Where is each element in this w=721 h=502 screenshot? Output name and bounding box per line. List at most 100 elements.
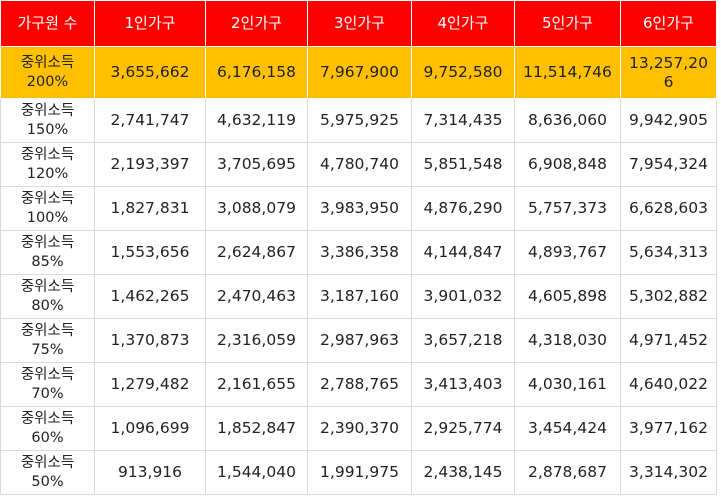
row-label-cell: 중위소득 150% <box>0 98 95 143</box>
row-label-percent: 200% <box>26 73 69 90</box>
row-label-text: 중위소득 <box>20 410 75 427</box>
income-value-cell: 3,413,403 <box>411 362 515 407</box>
income-value-cell: 1,544,040 <box>205 450 308 495</box>
income-value-cell: 3,386,358 <box>307 230 412 275</box>
table-row: 중위소득 50% 913,916 1,544,040 1,991,975 2,438,14… <box>0 450 717 495</box>
table-header: 가구원 수 1인가구 2인가구 3인가구 4인가구 5인가구 6인가구 <box>0 0 717 47</box>
income-value-cell: 6,628,603 <box>620 186 717 231</box>
income-value-cell: 4,640,022 <box>620 362 717 407</box>
income-value-cell: 5,757,373 <box>514 186 621 231</box>
table-row: 중위소득 60% 1,096,699 1,852,847 2,390,370 2,925,… <box>0 406 717 451</box>
income-value-cell: 4,971,452 <box>620 318 717 363</box>
row-label-cell: 중위소득 75% <box>0 318 95 363</box>
table-row: 중위소득 75% 1,370,873 2,316,059 2,987,963 3,657,… <box>0 318 717 363</box>
income-value-cell: 3,901,032 <box>411 274 515 319</box>
row-label-percent: 70% <box>31 385 64 402</box>
income-value-cell: 2,438,145 <box>411 450 515 495</box>
row-label-text: 중위소득 <box>20 190 75 207</box>
income-value-cell: 1,991,975 <box>307 450 412 495</box>
header-cell-4-person: 4인가구 <box>411 0 515 47</box>
header-cell-1-person: 1인가구 <box>94 0 206 47</box>
income-value-cell: 2,987,963 <box>307 318 412 363</box>
header-cell-6-person: 6인가구 <box>620 0 717 47</box>
income-value-cell: 5,634,313 <box>620 230 717 275</box>
income-value-cell: 4,318,030 <box>514 318 621 363</box>
income-value-cell: 6,176,158 <box>205 46 308 99</box>
row-label-cell: 중위소득 60% <box>0 406 95 451</box>
income-value-cell: 3,088,079 <box>205 186 308 231</box>
table-row: 중위소득 100% 1,827,831 3,088,079 3,983,950 4,876… <box>0 186 717 231</box>
row-label-text: 중위소득 <box>20 278 75 295</box>
income-value-cell: 5,975,925 <box>307 98 412 143</box>
row-label-cell: 중위소득 80% <box>0 274 95 319</box>
row-label-text: 중위소득 <box>20 54 75 71</box>
income-value-cell: 2,788,765 <box>307 362 412 407</box>
income-value-cell: 4,632,119 <box>205 98 308 143</box>
income-value-cell: 5,851,548 <box>411 142 515 187</box>
income-value-cell: 3,705,695 <box>205 142 308 187</box>
income-value-cell: 3,655,662 <box>94 46 206 99</box>
income-value-cell: 1,553,656 <box>94 230 206 275</box>
income-value-cell: 2,161,655 <box>205 362 308 407</box>
income-value-cell: 6,908,848 <box>514 142 621 187</box>
row-label-cell: 중위소득 50% <box>0 450 95 495</box>
income-value-cell: 4,144,847 <box>411 230 515 275</box>
table-body: 중위소득 200% 3,655,662 6,176,158 7,967,900 9,752… <box>0 46 717 495</box>
header-cell-household-size: 가구원 수 <box>0 0 95 47</box>
income-value-cell: 4,030,161 <box>514 362 621 407</box>
row-label-text: 중위소득 <box>20 322 75 339</box>
row-label-text: 중위소득 <box>20 146 75 163</box>
table-row: 중위소득 80% 1,462,265 2,470,463 3,187,160 3,901,… <box>0 274 717 319</box>
row-label-text: 중위소득 <box>20 366 75 383</box>
income-value-cell: 2,741,747 <box>94 98 206 143</box>
row-label-percent: 60% <box>31 429 64 446</box>
income-value-cell: 11,514,746 <box>514 46 621 99</box>
row-label-percent: 75% <box>31 341 64 358</box>
table-row: 중위소득 150% 2,741,747 4,632,119 5,975,925 7,314… <box>0 98 717 143</box>
income-value-cell: 2,470,463 <box>205 274 308 319</box>
income-value-cell: 1,279,482 <box>94 362 206 407</box>
row-label-cell: 중위소득 100% <box>0 186 95 231</box>
income-value-cell: 913,916 <box>94 450 206 495</box>
income-value-cell: 2,390,370 <box>307 406 412 451</box>
income-value-cell: 9,942,905 <box>620 98 717 143</box>
income-value-cell: 7,967,900 <box>307 46 412 99</box>
table-row: 중위소득 70% 1,279,482 2,161,655 2,788,765 3,413,… <box>0 362 717 407</box>
row-label-percent: 150% <box>26 121 69 138</box>
income-value-cell: 4,780,740 <box>307 142 412 187</box>
income-value-cell: 1,096,699 <box>94 406 206 451</box>
income-value-cell: 2,624,867 <box>205 230 308 275</box>
table-row: 중위소득 200% 3,655,662 6,176,158 7,967,900 9,752… <box>0 46 717 99</box>
row-label-percent: 100% <box>26 209 69 226</box>
income-value-cell: 3,454,424 <box>514 406 621 451</box>
income-value-cell: 13,257,206 <box>620 46 717 99</box>
income-value-cell: 3,657,218 <box>411 318 515 363</box>
income-value-cell: 2,316,059 <box>205 318 308 363</box>
income-value-cell: 8,636,060 <box>514 98 621 143</box>
income-value-cell: 1,462,265 <box>94 274 206 319</box>
row-label-cell: 중위소득 70% <box>0 362 95 407</box>
row-label-cell: 중위소득 120% <box>0 142 95 187</box>
income-value-cell: 3,977,162 <box>620 406 717 451</box>
income-value-cell: 3,187,160 <box>307 274 412 319</box>
row-label-text: 중위소득 <box>20 234 75 251</box>
row-label-percent: 85% <box>31 253 64 270</box>
income-value-cell: 7,314,435 <box>411 98 515 143</box>
row-label-text: 중위소득 <box>20 454 75 471</box>
header-row: 가구원 수 1인가구 2인가구 3인가구 4인가구 5인가구 6인가구 <box>0 0 717 47</box>
table-row: 중위소득 120% 2,193,397 3,705,695 4,780,740 5,851… <box>0 142 717 187</box>
income-value-cell: 7,954,324 <box>620 142 717 187</box>
row-label-percent: 80% <box>31 297 64 314</box>
income-value-cell: 4,893,767 <box>514 230 621 275</box>
header-cell-3-person: 3인가구 <box>307 0 412 47</box>
income-value-cell: 1,827,831 <box>94 186 206 231</box>
header-cell-5-person: 5인가구 <box>514 0 621 47</box>
income-value-cell: 9,752,580 <box>411 46 515 99</box>
income-value-cell: 4,605,898 <box>514 274 621 319</box>
row-label-percent: 50% <box>31 473 64 490</box>
row-label-percent: 120% <box>26 165 69 182</box>
income-value-cell: 5,302,882 <box>620 274 717 319</box>
income-value-cell: 2,925,774 <box>411 406 515 451</box>
income-value-cell: 3,314,302 <box>620 450 717 495</box>
